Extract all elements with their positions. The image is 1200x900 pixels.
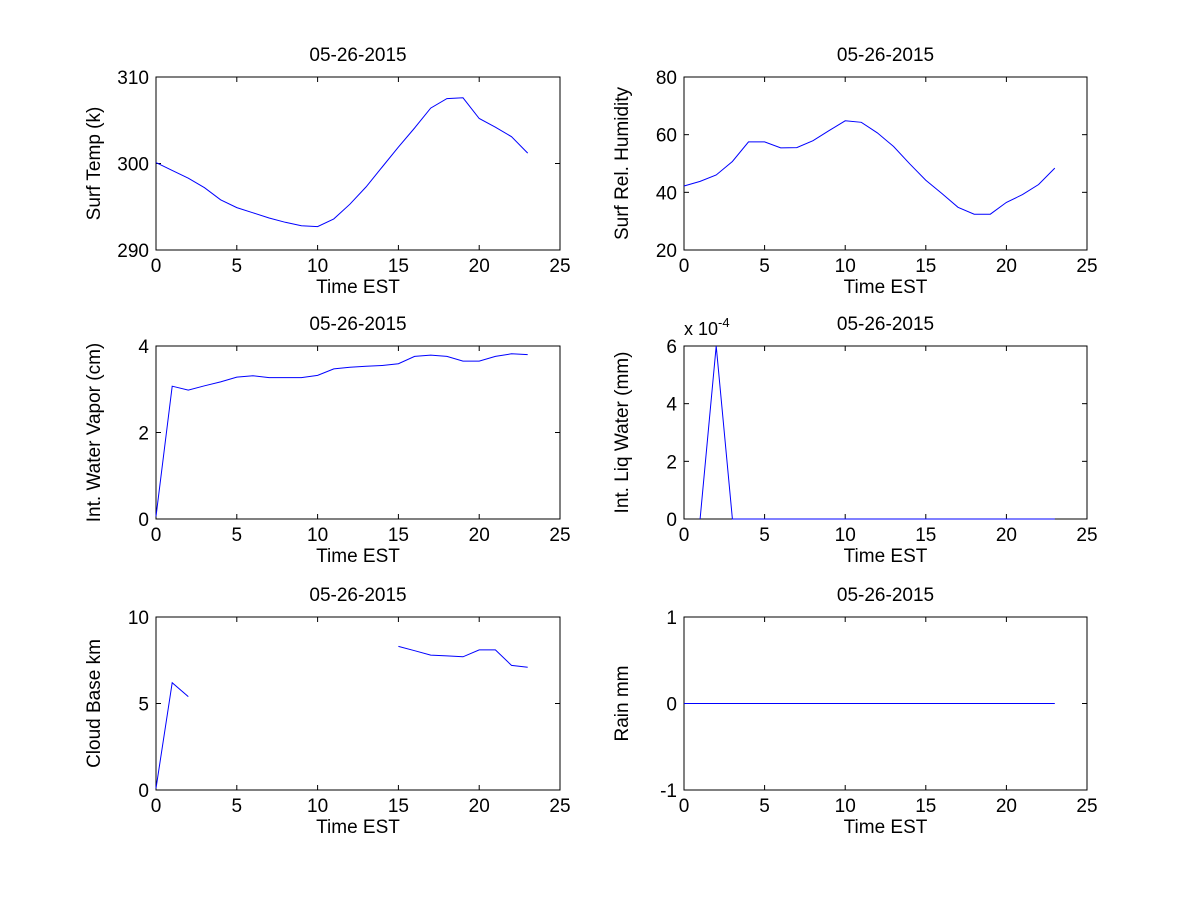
chart-title: 05-26-2015	[837, 314, 934, 335]
y-tick-label: 290	[117, 241, 149, 262]
y-tick-label: 0	[666, 695, 677, 716]
x-tick-label: 25	[1076, 525, 1097, 546]
x-tick-label: 5	[759, 796, 770, 817]
subplot-5: 0 5 10 15 20 25 0 5 10 05-26-2015 Time EST Cloud Ba…	[84, 585, 571, 838]
x-tick-label: 10	[307, 525, 328, 546]
x-tick-label: 25	[549, 796, 570, 817]
x-tick-label: 20	[469, 796, 490, 817]
y-axis-label: Int. Liq Water (mm)	[612, 352, 633, 514]
x-axis-label: Time EST	[316, 277, 400, 298]
x-tick-label: 5	[232, 525, 243, 546]
subplot-4: 0 5 10 15 20 25 0 2 4 6 05-26-2015 Time EST Int. Liq…	[612, 314, 1098, 567]
x-tick-label: 10	[307, 796, 328, 817]
x-tick-label: 0	[679, 525, 690, 546]
y-tick-label: 6	[666, 337, 677, 358]
x-axis-label: Time EST	[316, 817, 400, 838]
x-tick-label: 15	[388, 525, 409, 546]
y-tick-label: 4	[666, 395, 677, 416]
x-tick-label: 15	[915, 256, 936, 277]
chart-title: 05-26-2015	[837, 585, 934, 606]
x-tick-label: 0	[679, 796, 690, 817]
x-tick-label: 5	[232, 256, 243, 277]
x-tick-label: 10	[835, 796, 856, 817]
y-tick-label: 2	[666, 452, 677, 473]
x-axis-label: Time EST	[316, 546, 400, 567]
x-tick-label: 25	[549, 525, 570, 546]
series-line	[155, 681, 189, 789]
x-axis-label: Time EST	[844, 277, 928, 298]
x-tick-label: 0	[679, 256, 690, 277]
y-tick-label: 0	[138, 510, 149, 531]
series-line	[155, 97, 529, 228]
y-axis-label: Int. Water Vapor (cm)	[84, 343, 105, 522]
series-line	[155, 353, 528, 517]
x-tick-label: 20	[469, 256, 490, 277]
x-tick-label: 15	[915, 525, 936, 546]
y-tick-label: 10	[128, 608, 149, 629]
y-tick-label: 1	[666, 608, 677, 629]
series-line	[683, 120, 1056, 215]
y-tick-label: 4	[138, 337, 149, 358]
x-tick-label: 15	[915, 796, 936, 817]
y-exponent-power: -4	[718, 315, 730, 330]
y-axis-label: Surf Rel. Humidity	[612, 86, 633, 240]
chart-title: 05-26-2015	[309, 45, 406, 66]
x-axis-label: Time EST	[844, 546, 928, 567]
x-tick-label: 15	[388, 796, 409, 817]
x-tick-label: 20	[996, 796, 1017, 817]
chart-title: 05-26-2015	[837, 45, 934, 66]
y-tick-label: 80	[656, 68, 677, 89]
y-tick-label: 2	[138, 424, 149, 445]
y-tick-label: -1	[660, 781, 677, 802]
y-tick-label: 5	[138, 695, 149, 716]
y-axis-label: Rain mm	[612, 665, 633, 741]
y-tick-label: 310	[117, 68, 149, 89]
x-tick-label: 25	[549, 256, 570, 277]
x-tick-label: 0	[151, 256, 162, 277]
subplot-1: 0 5 10 15 20 25 290 300 310 05-26-2015 Time EST Sur…	[84, 45, 571, 298]
x-tick-label: 10	[835, 525, 856, 546]
x-tick-label: 0	[151, 796, 162, 817]
x-axis-label: Time EST	[844, 817, 928, 838]
x-tick-label: 25	[1076, 256, 1097, 277]
x-tick-label: 10	[835, 256, 856, 277]
y-axis-label: Cloud Base km	[84, 639, 105, 768]
series-line	[398, 645, 528, 668]
x-tick-label: 5	[232, 796, 243, 817]
y-tick-label: 0	[138, 781, 149, 802]
series-line	[699, 345, 1055, 520]
x-tick-label: 10	[307, 256, 328, 277]
x-tick-label: 5	[759, 525, 770, 546]
x-tick-label: 5	[759, 256, 770, 277]
x-tick-label: 0	[151, 525, 162, 546]
subplot-2: 0 5 10 15 20 25 20 40 60 80 05-26-2015 Time EST Surf…	[612, 45, 1098, 298]
y-tick-label: 0	[666, 510, 677, 531]
y-tick-label: 20	[656, 241, 677, 262]
x-tick-label: 20	[996, 256, 1017, 277]
chart-title: 05-26-2015	[309, 585, 406, 606]
x-tick-label: 25	[1076, 796, 1097, 817]
chart-title: 05-26-2015	[309, 314, 406, 335]
x-tick-label: 20	[996, 525, 1017, 546]
y-tick-label: 60	[656, 126, 677, 147]
y-tick-label: 300	[117, 155, 149, 176]
y-axis-label: Surf Temp (k)	[84, 107, 105, 221]
x-tick-label: 20	[469, 525, 490, 546]
y-tick-label: 40	[656, 183, 677, 204]
axes-box	[683, 76, 1088, 251]
subplot-3: 0 5 10 15 20 25 0 2 4 05-26-2015 Time EST Int. Wate…	[84, 314, 571, 567]
x-tick-label: 15	[388, 256, 409, 277]
